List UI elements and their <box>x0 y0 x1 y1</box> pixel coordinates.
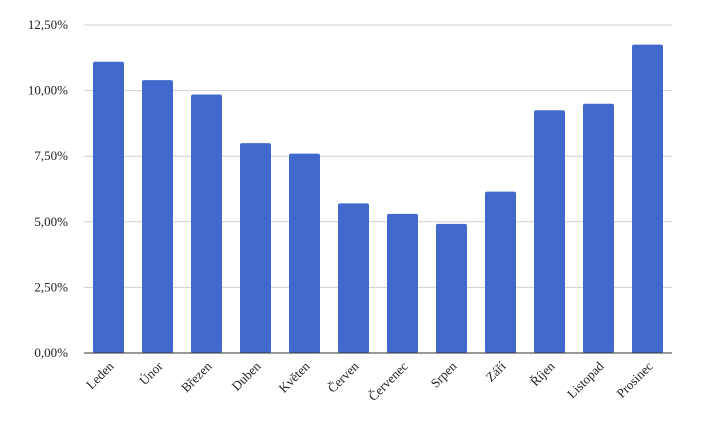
bar-4 <box>240 143 271 353</box>
x-tick-label: Duben <box>228 358 263 393</box>
x-tick-label: Září <box>483 358 509 384</box>
y-tick-label: 2,50% <box>34 279 68 294</box>
x-axis-labels: Leden Únor Březen Duben Květen Červen Červenec… <box>83 358 656 404</box>
bar-2 <box>142 80 173 353</box>
bar-9 <box>485 191 516 353</box>
x-tick-label: Listopad <box>564 358 607 401</box>
x-tick-label: Červen <box>324 358 362 396</box>
y-tick-label: 10,00% <box>28 83 68 98</box>
bar-10 <box>534 110 565 353</box>
x-tick-label: Únor <box>136 358 166 388</box>
x-tick-label: Červenec <box>365 358 410 403</box>
x-tick-label: Říjen <box>527 358 558 389</box>
y-tick-label: 0,00% <box>34 345 68 360</box>
bar-12 <box>632 44 663 354</box>
bar-3 <box>191 94 222 353</box>
bar-7 <box>387 213 418 353</box>
bar-11 <box>583 103 614 353</box>
y-tick-label: 7,50% <box>34 148 68 163</box>
y-tick-label: 5,00% <box>34 214 68 229</box>
bar-1 <box>93 61 124 354</box>
bars <box>93 44 663 354</box>
bar-8 <box>436 223 467 353</box>
x-tick-label: Prosinec <box>613 358 655 400</box>
x-tick-label: Březen <box>178 358 215 395</box>
gridlines <box>84 24 672 288</box>
x-tick-label: Leden <box>83 358 117 392</box>
bar-6 <box>338 203 369 353</box>
x-tick-label: Květen <box>275 358 313 396</box>
y-tick-label: 12,50% <box>28 17 68 32</box>
y-axis-ticks: 0,00% 2,50% 5,00% 7,50% 10,00% 12,50% <box>28 17 68 360</box>
x-tick-label: Srpen <box>428 358 460 390</box>
bar-5 <box>289 153 320 353</box>
